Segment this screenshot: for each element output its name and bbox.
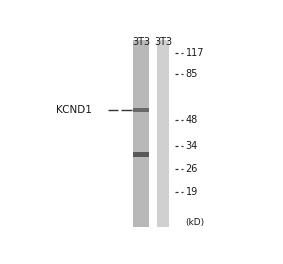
Text: 117: 117: [186, 48, 204, 58]
Text: 85: 85: [186, 69, 198, 79]
Bar: [133, 40, 149, 227]
Bar: [157, 40, 169, 227]
Bar: [133, 152, 149, 157]
Text: 3T3: 3T3: [132, 37, 150, 47]
Text: 3T3: 3T3: [154, 37, 172, 47]
Text: 26: 26: [186, 164, 198, 174]
Text: 48: 48: [186, 115, 198, 125]
Text: (kD): (kD): [186, 218, 205, 227]
Text: 34: 34: [186, 140, 198, 150]
Bar: [133, 108, 149, 112]
Text: KCND1: KCND1: [56, 105, 92, 115]
Text: 19: 19: [186, 187, 198, 197]
